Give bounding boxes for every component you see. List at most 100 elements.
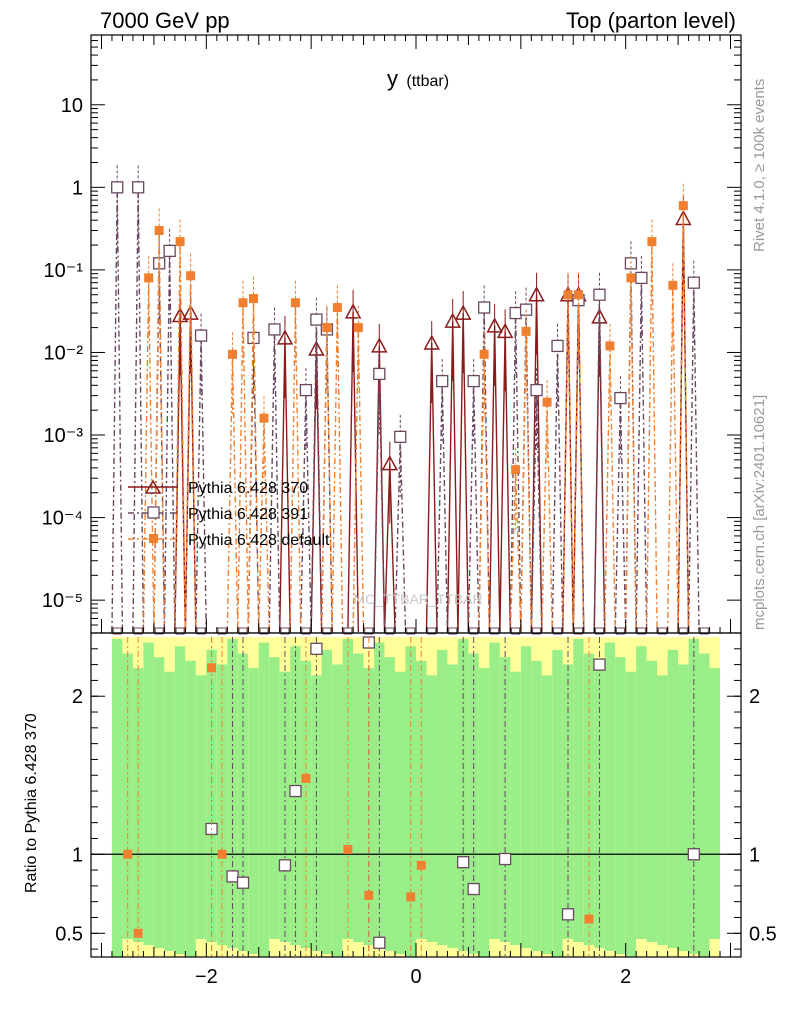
- ratio-band-green: [447, 664, 458, 948]
- data-point: [593, 288, 606, 301]
- data-point: [423, 334, 440, 350]
- ratio-panel-content: [91, 636, 741, 957]
- baseline-marker: [322, 627, 332, 635]
- series-line: [142, 205, 690, 633]
- ratio-band-green: [678, 664, 689, 951]
- data-point: [228, 349, 238, 359]
- baseline-marker: [699, 627, 709, 635]
- data-point: [299, 383, 313, 397]
- ratio-band-green: [248, 668, 259, 954]
- baseline-marker: [657, 627, 667, 635]
- ratio-point: [226, 870, 239, 883]
- ratio-point: [584, 914, 594, 924]
- data-point: [563, 290, 573, 300]
- data-point: [132, 181, 145, 194]
- ratio-band-green: [269, 657, 280, 939]
- data-point: [144, 273, 154, 283]
- ratio-band-green: [216, 664, 228, 945]
- ratio-band-green: [552, 649, 563, 957]
- ytick-label: 1: [72, 177, 83, 199]
- data-point: [668, 280, 678, 290]
- ratio-band-green: [258, 642, 270, 957]
- ratio-point: [278, 859, 292, 872]
- data-point: [542, 397, 552, 407]
- watermark: MC_TTBAR_TTBAR: [353, 591, 482, 607]
- ratio-point: [123, 849, 133, 859]
- data-point: [486, 317, 503, 333]
- ratio-band-green: [143, 642, 154, 945]
- baseline-marker: [217, 627, 227, 635]
- baseline-marker: [133, 627, 143, 635]
- baseline-marker: [406, 627, 416, 635]
- data-point: [496, 322, 514, 339]
- ratio-point: [416, 860, 426, 870]
- data-point: [394, 430, 407, 444]
- legend-label-370: Pythia 6.428 370: [188, 480, 308, 497]
- ratio-point: [217, 849, 227, 859]
- data-point: [154, 226, 164, 236]
- baseline-marker: [154, 627, 164, 635]
- baseline-marker: [678, 627, 688, 635]
- xtick-label: 2: [620, 966, 631, 988]
- ratio-band-green: [342, 639, 354, 939]
- ratio-point: [207, 663, 217, 673]
- ratio-point: [457, 856, 470, 869]
- plot-title-main: y: [387, 66, 398, 91]
- ratio-band-green: [164, 671, 175, 951]
- data-point: [511, 465, 521, 475]
- legend-label-default: Pythia 6.428 default: [188, 532, 330, 549]
- series-0: [171, 196, 692, 633]
- ratio-band-green: [520, 646, 532, 948]
- ratio-point: [687, 848, 700, 861]
- ratio-band-green: [311, 675, 322, 951]
- data-point: [687, 276, 700, 289]
- baseline-marker: [553, 627, 563, 635]
- ratio-band-green: [667, 649, 679, 948]
- ratio-band-green: [583, 653, 595, 945]
- legend-item-370: Pythia 6.428 370: [128, 479, 308, 497]
- ytick-label: 10⁻⁵: [42, 590, 83, 612]
- ratio-point: [343, 845, 353, 855]
- ratio-ytick-label-right: 2: [749, 686, 760, 708]
- ratio-band-green: [395, 671, 406, 954]
- ratio-point: [467, 882, 480, 896]
- data-point: [479, 349, 489, 359]
- data-point: [332, 303, 342, 313]
- data-point: [111, 181, 124, 194]
- baseline-marker: [532, 627, 542, 635]
- ratio-band-green: [153, 657, 165, 948]
- baseline-marker: [112, 627, 122, 635]
- ratio-band-green: [426, 675, 437, 942]
- series-2: [142, 183, 690, 633]
- baseline-marker: [364, 627, 374, 635]
- ratio-band-green: [499, 657, 511, 942]
- ratio-ytick-label: 1: [72, 844, 83, 866]
- baseline-marker: [574, 627, 583, 635]
- data-point: [353, 323, 363, 333]
- baseline-marker: [238, 627, 248, 635]
- ratio-point: [310, 642, 323, 655]
- ratio-band-green: [699, 653, 710, 957]
- ratio-band-green: [195, 675, 207, 939]
- ratio-band-green: [646, 660, 658, 942]
- ratio-band-green: [541, 675, 553, 954]
- ratio-band-green: [321, 649, 333, 954]
- ratio-point: [406, 892, 416, 902]
- ratio-band-green: [436, 649, 448, 945]
- data-point: [551, 339, 564, 353]
- ytick-label: 10⁻¹: [44, 260, 84, 282]
- data-point: [574, 290, 583, 300]
- ratio-band-green: [300, 660, 312, 948]
- ratio-ytick-label: 0.5: [55, 923, 83, 945]
- ratio-band-green: [111, 639, 123, 957]
- ratio-band-green: [174, 646, 186, 954]
- ratio-band-green: [478, 668, 490, 957]
- baseline-marker: [175, 627, 185, 635]
- main-panel-content: [111, 165, 709, 635]
- ratio-band-green: [353, 653, 364, 942]
- baseline-marker: [301, 627, 311, 635]
- ratio-band-green: [709, 668, 721, 939]
- data-point: [310, 313, 323, 326]
- baseline-marker: [259, 627, 269, 635]
